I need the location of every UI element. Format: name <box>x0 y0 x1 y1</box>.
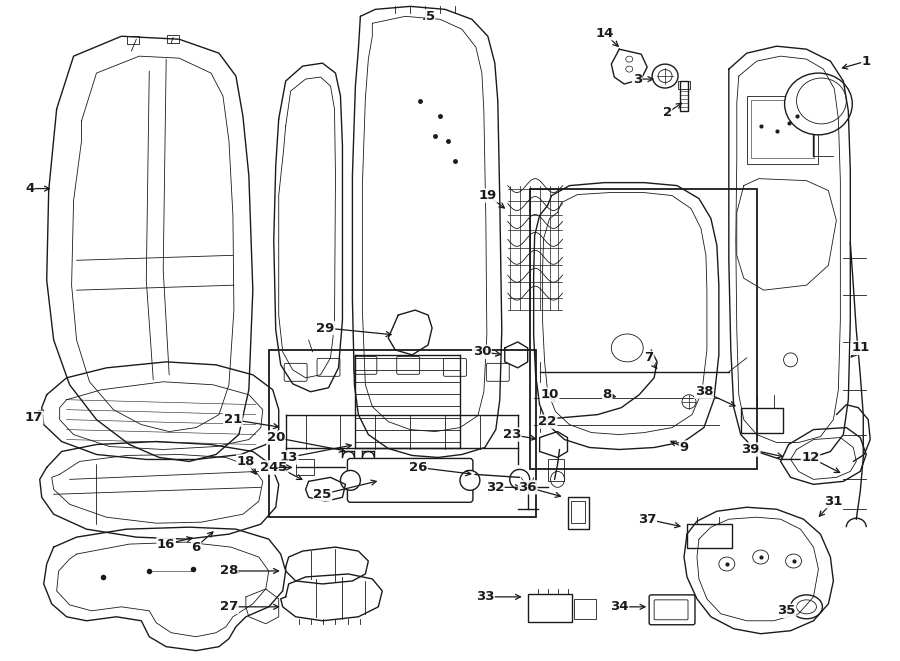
Bar <box>167 35 179 43</box>
Bar <box>741 408 783 432</box>
Text: 32: 32 <box>486 481 504 494</box>
Text: 39: 39 <box>742 443 760 456</box>
Text: 1: 1 <box>861 55 871 67</box>
Text: 26: 26 <box>409 461 428 474</box>
Bar <box>296 459 313 475</box>
Text: 15: 15 <box>270 461 288 474</box>
Bar <box>568 497 590 529</box>
Bar <box>680 81 688 111</box>
Text: 5: 5 <box>426 10 435 23</box>
Text: 38: 38 <box>695 385 713 398</box>
Text: 35: 35 <box>778 604 796 617</box>
Bar <box>128 36 140 44</box>
Text: 36: 36 <box>518 481 537 494</box>
Bar <box>574 599 597 619</box>
Text: 18: 18 <box>237 455 255 468</box>
Text: 19: 19 <box>479 189 497 202</box>
Ellipse shape <box>340 471 360 490</box>
Text: 34: 34 <box>610 600 628 613</box>
Text: 2: 2 <box>662 106 671 120</box>
Text: 33: 33 <box>475 590 494 603</box>
Bar <box>687 524 732 548</box>
Text: 29: 29 <box>317 321 335 334</box>
Ellipse shape <box>785 73 852 135</box>
Text: 23: 23 <box>502 428 521 441</box>
Bar <box>678 81 690 89</box>
Text: 9: 9 <box>680 441 688 454</box>
Ellipse shape <box>652 64 678 88</box>
Text: 12: 12 <box>801 451 820 464</box>
Text: 28: 28 <box>220 564 238 578</box>
Text: 10: 10 <box>540 388 559 401</box>
Text: 14: 14 <box>595 26 614 40</box>
Bar <box>572 501 585 524</box>
Bar <box>269 350 536 517</box>
Text: 21: 21 <box>224 413 242 426</box>
Ellipse shape <box>460 471 480 490</box>
Text: 17: 17 <box>24 411 43 424</box>
Text: 24: 24 <box>259 461 278 474</box>
Text: 30: 30 <box>472 346 491 358</box>
Text: 25: 25 <box>313 488 332 501</box>
Ellipse shape <box>790 595 823 619</box>
Text: 8: 8 <box>603 388 612 401</box>
Bar <box>547 459 563 481</box>
Text: 22: 22 <box>538 415 557 428</box>
Bar <box>527 594 572 622</box>
Text: 11: 11 <box>851 342 869 354</box>
Text: 4: 4 <box>25 182 34 195</box>
Text: 16: 16 <box>157 537 176 551</box>
Bar <box>747 96 818 164</box>
Text: 37: 37 <box>638 513 656 525</box>
Text: 13: 13 <box>280 451 298 464</box>
Text: 31: 31 <box>824 495 842 508</box>
Text: 3: 3 <box>633 73 642 85</box>
Bar <box>530 188 757 469</box>
Text: 27: 27 <box>220 600 238 613</box>
Bar <box>751 100 815 158</box>
Text: 6: 6 <box>192 541 201 553</box>
Text: 20: 20 <box>266 431 285 444</box>
Text: 7: 7 <box>644 352 653 364</box>
